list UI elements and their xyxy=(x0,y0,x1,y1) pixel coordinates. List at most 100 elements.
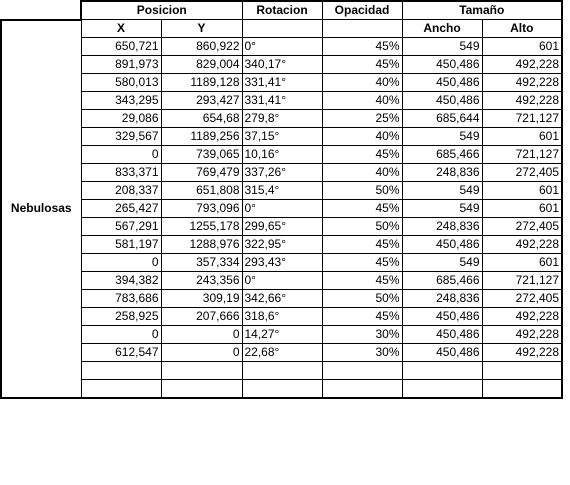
x-cell[interactable]: 783,686 xyxy=(80,289,162,308)
ancho-cell[interactable]: 450,486 xyxy=(401,343,483,362)
y-cell[interactable]: 1189,256 xyxy=(160,127,243,146)
rotacion-header[interactable]: Rotacion xyxy=(241,0,323,20)
rotacion-cell[interactable]: 342,66° xyxy=(241,289,323,308)
y-cell[interactable] xyxy=(160,361,243,380)
y-header[interactable]: Y xyxy=(160,19,243,38)
rotacion-cell[interactable] xyxy=(241,361,323,380)
opacidad-cell[interactable]: 30% xyxy=(321,343,403,362)
x-cell[interactable]: 394,382 xyxy=(80,271,162,290)
rotacion-cell[interactable]: 0° xyxy=(241,271,323,290)
x-cell[interactable]: 29,086 xyxy=(80,109,162,128)
corner-cell[interactable] xyxy=(1,1,82,20)
rotacion-cell[interactable]: 299,65° xyxy=(241,217,323,236)
x-cell[interactable]: 329,567 xyxy=(80,127,162,146)
x-cell[interactable]: 0 xyxy=(80,145,162,164)
opacidad-cell[interactable] xyxy=(321,379,403,399)
rotacion-cell[interactable]: 340,17° xyxy=(241,55,323,74)
alto-cell[interactable] xyxy=(481,361,563,380)
rotacion-cell[interactable]: 0° xyxy=(241,37,323,56)
x-cell[interactable] xyxy=(80,379,162,399)
ancho-cell[interactable]: 450,486 xyxy=(401,73,483,92)
ancho-cell[interactable]: 549 xyxy=(401,181,483,200)
ancho-cell[interactable]: 248,836 xyxy=(401,217,483,236)
x-cell[interactable]: 343,295 xyxy=(80,91,162,110)
alto-header[interactable]: Alto xyxy=(481,19,563,38)
rotacion-cell[interactable]: 318,6° xyxy=(241,307,323,326)
ancho-cell[interactable]: 685,466 xyxy=(401,271,483,290)
alto-cell[interactable]: 492,228 xyxy=(481,307,563,326)
y-cell[interactable]: 1189,128 xyxy=(160,73,243,92)
opacidad-cell[interactable]: 40% xyxy=(321,163,403,182)
y-cell[interactable]: 293,427 xyxy=(160,91,243,110)
rotacion-subheader-cell[interactable] xyxy=(241,19,323,38)
x-cell[interactable]: 258,925 xyxy=(80,307,162,326)
opacidad-cell[interactable] xyxy=(321,361,403,380)
alto-cell[interactable]: 601 xyxy=(481,181,563,200)
alto-cell[interactable]: 601 xyxy=(481,199,563,218)
opacidad-cell[interactable]: 45% xyxy=(321,145,403,164)
opacidad-cell[interactable]: 45% xyxy=(321,199,403,218)
rotacion-cell[interactable]: 10,16° xyxy=(241,145,323,164)
x-cell[interactable]: 265,427 xyxy=(80,199,162,218)
opacidad-cell[interactable]: 45% xyxy=(321,55,403,74)
opacidad-cell[interactable]: 40% xyxy=(321,91,403,110)
opacidad-cell[interactable]: 30% xyxy=(321,325,403,344)
rotacion-cell[interactable]: 14,27° xyxy=(241,325,323,344)
ancho-cell[interactable]: 248,836 xyxy=(401,289,483,308)
ancho-cell[interactable]: 450,486 xyxy=(401,235,483,254)
alto-cell[interactable] xyxy=(481,379,563,399)
y-cell[interactable]: 1255,178 xyxy=(160,217,243,236)
x-cell[interactable] xyxy=(80,361,162,380)
x-cell[interactable]: 650,721 xyxy=(80,37,162,56)
y-cell[interactable]: 207,666 xyxy=(160,307,243,326)
x-cell[interactable]: 612,547 xyxy=(80,343,162,362)
opacidad-cell[interactable]: 45% xyxy=(321,37,403,56)
tamano-header[interactable]: Tamaño xyxy=(401,0,563,20)
alto-cell[interactable]: 721,127 xyxy=(481,109,563,128)
ancho-cell[interactable]: 549 xyxy=(401,253,483,272)
y-cell[interactable]: 309,19 xyxy=(160,289,243,308)
x-cell[interactable]: 833,371 xyxy=(80,163,162,182)
ancho-cell[interactable]: 549 xyxy=(401,127,483,146)
alto-cell[interactable]: 272,405 xyxy=(481,163,563,182)
y-cell[interactable]: 243,356 xyxy=(160,271,243,290)
ancho-cell[interactable]: 450,486 xyxy=(401,91,483,110)
alto-cell[interactable]: 721,127 xyxy=(481,145,563,164)
ancho-cell[interactable]: 450,486 xyxy=(401,307,483,326)
alto-cell[interactable]: 492,228 xyxy=(481,343,563,362)
y-cell[interactable]: 829,004 xyxy=(160,55,243,74)
alto-cell[interactable]: 601 xyxy=(481,37,563,56)
x-cell[interactable]: 580,013 xyxy=(80,73,162,92)
x-header[interactable]: X xyxy=(80,19,162,38)
opacidad-cell[interactable]: 25% xyxy=(321,109,403,128)
ancho-header[interactable]: Ancho xyxy=(401,19,483,38)
y-cell[interactable]: 357,334 xyxy=(160,253,243,272)
alto-cell[interactable]: 492,228 xyxy=(481,73,563,92)
rotacion-cell[interactable]: 293,43° xyxy=(241,253,323,272)
opacidad-cell[interactable]: 50% xyxy=(321,217,403,236)
ancho-cell[interactable]: 685,466 xyxy=(401,145,483,164)
rotacion-cell[interactable]: 315,4° xyxy=(241,181,323,200)
opacidad-cell[interactable]: 50% xyxy=(321,289,403,308)
ancho-cell[interactable]: 248,836 xyxy=(401,163,483,182)
nebulosas-label[interactable]: Nebulosas xyxy=(0,18,82,399)
opacidad-cell[interactable]: 45% xyxy=(321,235,403,254)
rotacion-cell[interactable]: 279,8° xyxy=(241,109,323,128)
opacidad-cell[interactable]: 40% xyxy=(321,127,403,146)
y-cell[interactable]: 860,922 xyxy=(160,37,243,56)
alto-cell[interactable]: 492,228 xyxy=(481,55,563,74)
x-cell[interactable]: 0 xyxy=(80,325,162,344)
x-cell[interactable]: 891,973 xyxy=(80,55,162,74)
alto-cell[interactable]: 492,228 xyxy=(481,235,563,254)
y-cell[interactable]: 0 xyxy=(160,325,243,344)
rotacion-cell[interactable]: 37,15° xyxy=(241,127,323,146)
x-cell[interactable]: 0 xyxy=(80,253,162,272)
alto-cell[interactable]: 272,405 xyxy=(481,289,563,308)
posicion-header[interactable]: Posicion xyxy=(80,0,243,20)
opacidad-subheader-cell[interactable] xyxy=(321,19,403,38)
y-cell[interactable]: 739,065 xyxy=(160,145,243,164)
rotacion-cell[interactable]: 331,41° xyxy=(241,73,323,92)
y-cell[interactable]: 651,808 xyxy=(160,181,243,200)
x-cell[interactable]: 567,291 xyxy=(80,217,162,236)
rotacion-cell[interactable]: 337,26° xyxy=(241,163,323,182)
